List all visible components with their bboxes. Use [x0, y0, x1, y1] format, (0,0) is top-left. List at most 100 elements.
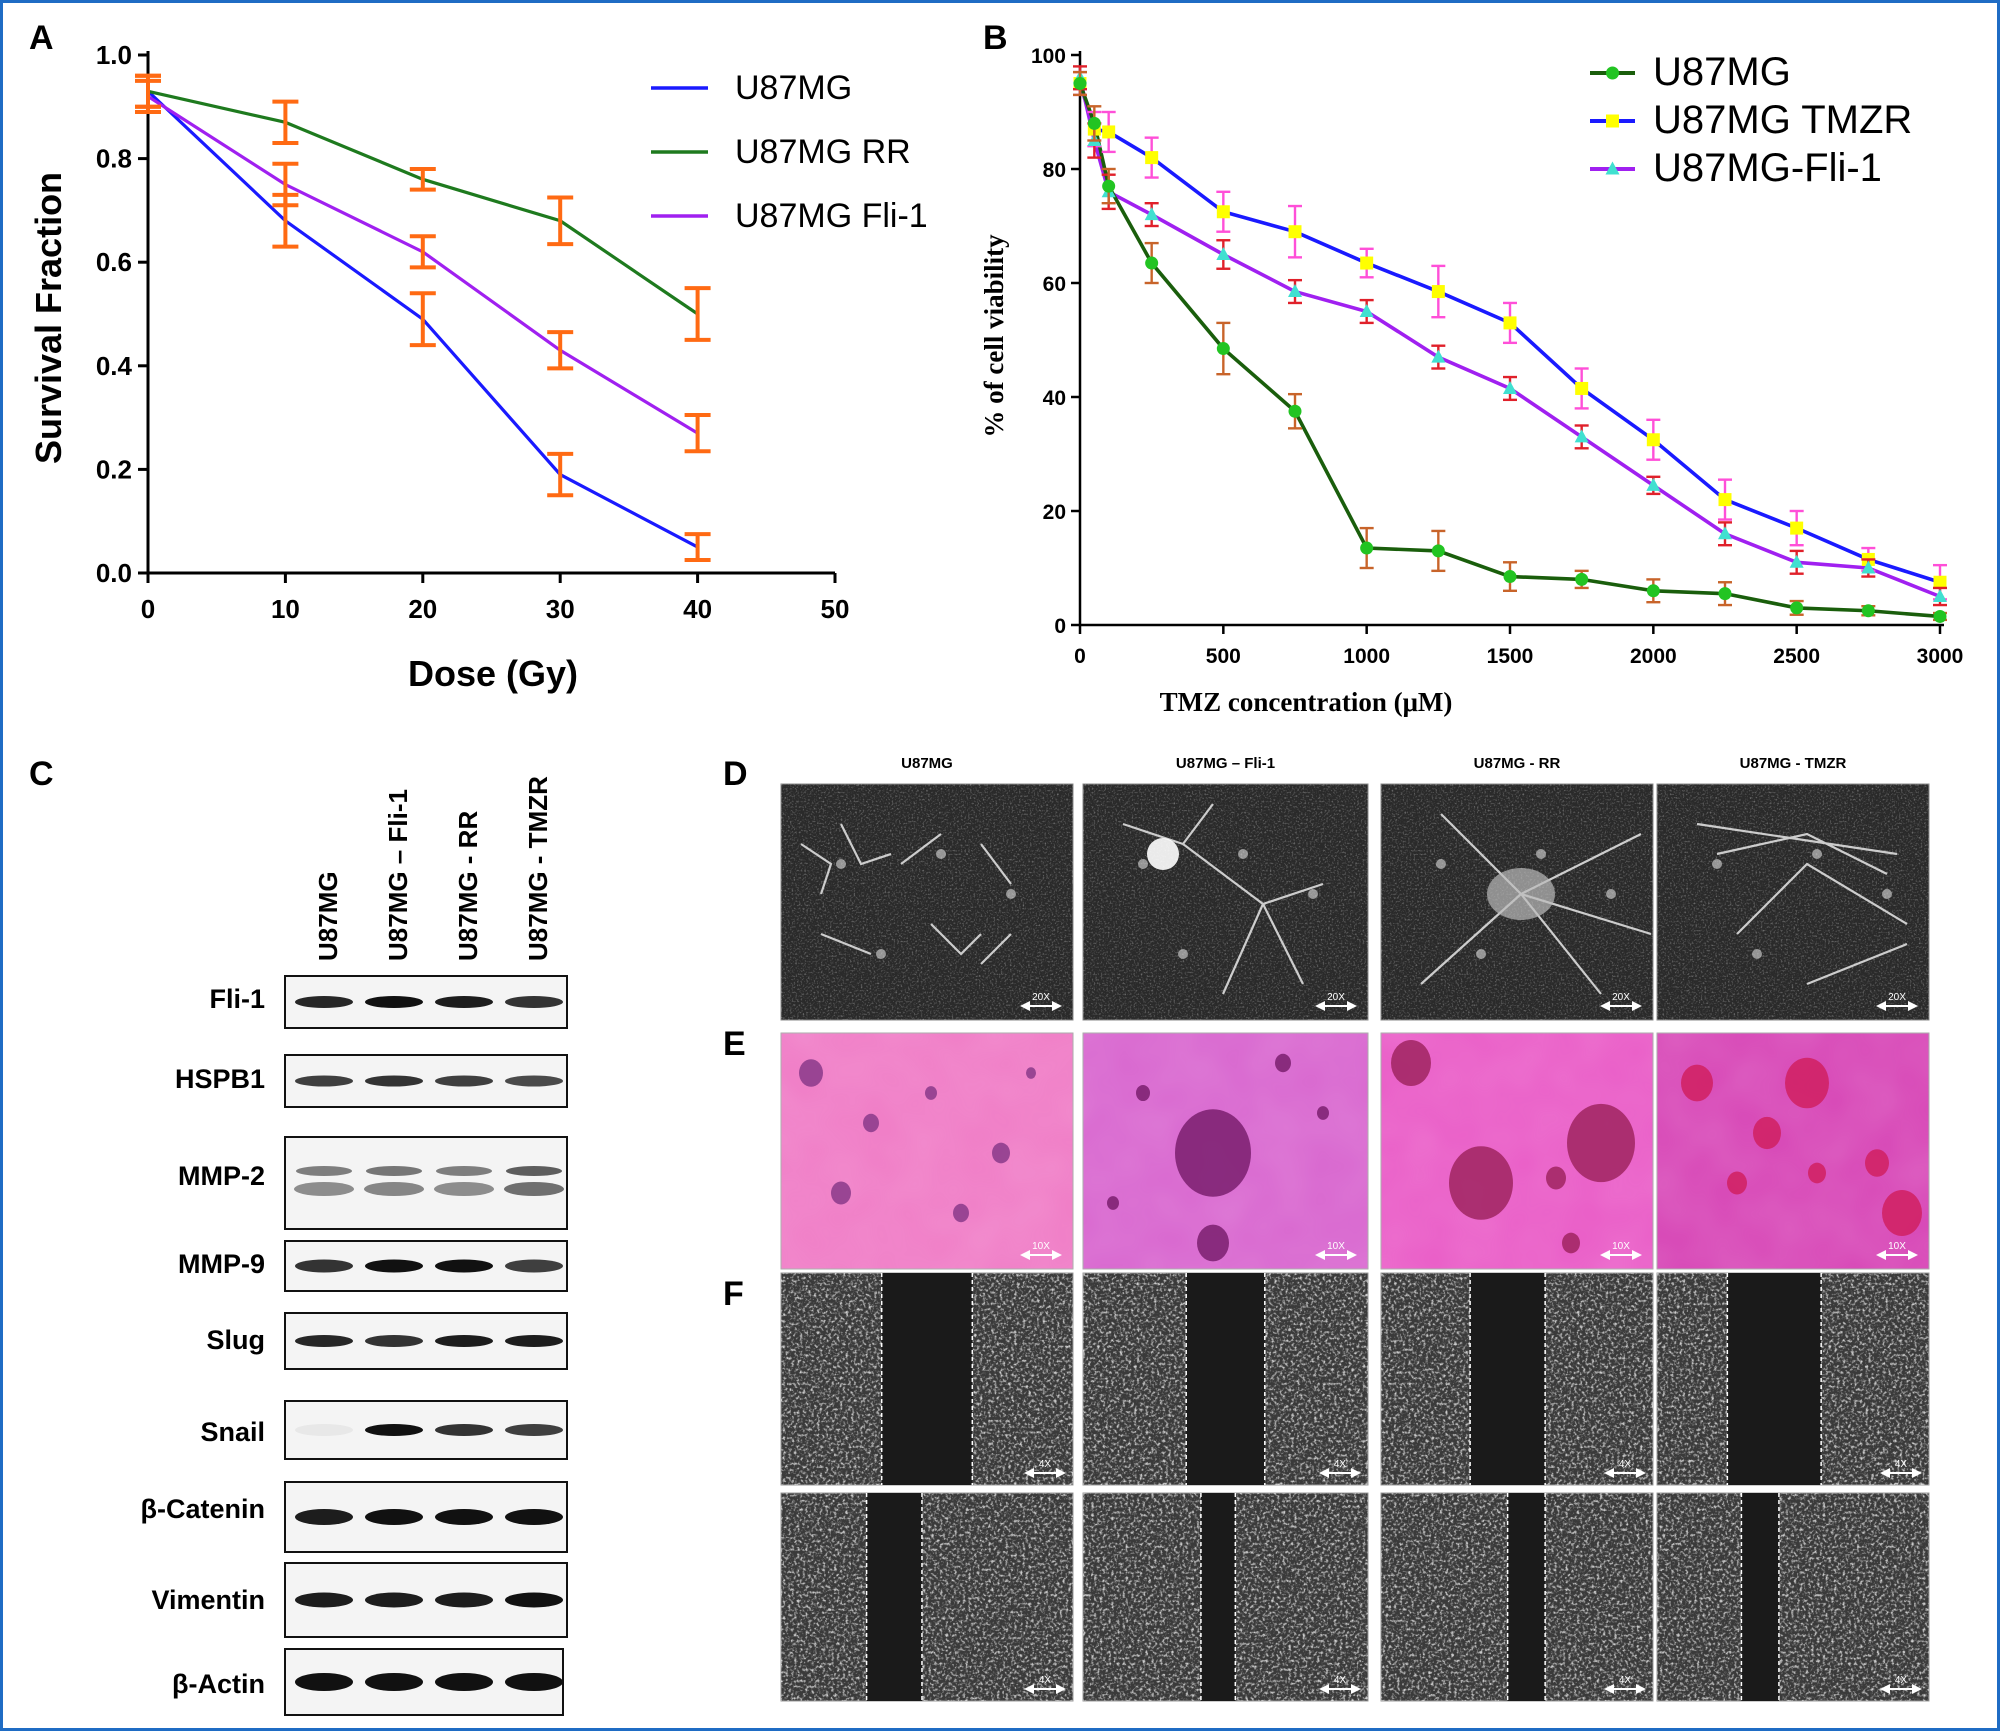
panel-b-x-tick-label: 500 [1206, 645, 1241, 668]
panel-e-colony [831, 1181, 851, 1205]
panel-c-band [435, 1424, 493, 1436]
panel-b-data-point [1789, 599, 1804, 616]
panel-c-band [436, 1166, 492, 1176]
panel-f-image-r0-c2: 4X [1380, 1272, 1654, 1486]
panel-b-data-point [1646, 418, 1661, 461]
panel-c-band [365, 1075, 423, 1087]
panel-e-colony [1449, 1146, 1513, 1220]
panel-e-colony [1567, 1103, 1635, 1183]
panel-a-legend: U87MG U87MG RR U87MG Fli-1 [651, 69, 928, 235]
panel-b-data-point [1431, 529, 1446, 573]
panel-f-image-r1-c1: 4X [1082, 1492, 1369, 1702]
panel-b-marker [1861, 604, 1875, 618]
panel-d-cell-body [1147, 838, 1179, 870]
panel-c-blot-row: Vimentin [151, 1562, 568, 1638]
panel-e-colony [1681, 1064, 1713, 1102]
panel-f-magnification-label: 4X [1039, 1459, 1052, 1470]
panel-e-colony [1753, 1116, 1781, 1150]
panel-b-x-axis-title: TMZ concentration (μM) [1160, 687, 1453, 717]
panel-e-image-3: 10X [1656, 1032, 1930, 1270]
panel-c-band [365, 1673, 423, 1691]
panel-b-data-point [1933, 609, 1947, 623]
panel-a-y-tick-label: 0.2 [96, 454, 132, 484]
panel-f-magnification-label: 4X [1039, 1675, 1052, 1686]
panel-c-band [435, 996, 493, 1008]
panel-b-data-point [1144, 136, 1159, 179]
panel-b-marker [1646, 433, 1660, 447]
panel-a-legend-label-1: U87MG RR [735, 133, 911, 171]
panel-f-image-texture [781, 1493, 1073, 1701]
panel-d-cell-dot [936, 849, 946, 859]
panel-c-band [295, 1424, 353, 1436]
panel-c-band [505, 1509, 563, 1525]
panel-b-data-point [1718, 521, 1732, 547]
panel-c-protein-label-1: HSPB1 [175, 1064, 265, 1094]
panel-a-series-line-1 [147, 89, 699, 316]
panel-b-marker [1574, 429, 1589, 443]
panel-a-letter: A [29, 19, 54, 57]
panel-e-colony [1865, 1149, 1889, 1177]
panel-d-image-texture [781, 784, 1073, 1020]
panel-b-data-point [1574, 569, 1589, 590]
panel-b-marker [1575, 381, 1589, 395]
panel-d-image-1: 20X [1082, 783, 1369, 1021]
panel-b-marker [1431, 285, 1445, 299]
panel-f-magnification-label: 4X [1334, 1675, 1347, 1686]
panel-b-y-axis-title: % of cell viability [979, 234, 1009, 438]
figure-canvas: A 0 10 20 30 40 50 0.0 0.2 0.4 0.6 0.8 1.0 Dose (Gy… [28, 19, 1963, 1716]
panel-b-data-point [1718, 478, 1732, 521]
panel-e-colony [1562, 1232, 1580, 1254]
panel-d-column-titles: U87MG U87MG – Fli-1 U87MG - RR U87MG - TMZR [901, 755, 1846, 772]
panel-c-protein-label-2: MMP-2 [178, 1161, 265, 1191]
panel-f-image-r1-c2: 4X [1380, 1492, 1654, 1702]
panel-d-column-title-2: U87MG - RR [1474, 755, 1561, 772]
panel-a-error-bar [409, 291, 436, 348]
panel-e-colony [1317, 1106, 1329, 1120]
panel-b-marker [1718, 587, 1732, 601]
panel-b-data-point [1288, 392, 1302, 430]
panel-c-blot-row: β-Actin [172, 1648, 564, 1716]
panel-b-marker [1144, 207, 1159, 221]
panel-f-image-texture [1657, 1493, 1929, 1701]
panel-b-data-point [1359, 298, 1374, 325]
panel-c-letter: C [29, 755, 54, 793]
panel-a-x-tick-label: 40 [683, 594, 712, 624]
panel-c-band [505, 1673, 563, 1691]
panel-c-protein-label-6: β-Catenin [141, 1494, 265, 1524]
panel-c-band [295, 1075, 353, 1087]
panel-b-data-point [1646, 475, 1661, 496]
panel-e-magnification-label: 10X [1032, 1241, 1050, 1252]
panel-b-data-point [1144, 201, 1159, 228]
panel-c-protein-label-8: β-Actin [172, 1669, 265, 1699]
panel-c-blot-row: MMP-9 [178, 1240, 568, 1292]
panel-a-survival-chart: A 0 10 20 30 40 50 0.0 0.2 0.4 0.6 0.8 1.0 Dose (Gy… [28, 19, 928, 694]
panel-d-image-2: 20X [1380, 783, 1654, 1021]
panel-a-error-bar [409, 166, 436, 192]
panel-c-lane-label-0: U87MG [313, 871, 343, 961]
panel-c-band [366, 1166, 422, 1176]
panel-c-band [505, 1592, 563, 1608]
panel-c-blot-row: HSPB1 [175, 1054, 568, 1108]
panel-a-y-axis-title: Survival Fraction [28, 172, 69, 464]
panel-b-data-point [1101, 167, 1116, 205]
panel-b-data-point [1216, 190, 1231, 233]
panel-b-marker [1718, 493, 1732, 507]
panel-a-y-tick-label: 1.0 [96, 40, 132, 70]
panel-c-blot-strips: Fli-1 HSPB1 MMP-2 MMP-9 Slug Snail β-Catenin Vi… [141, 975, 568, 1716]
panel-f-magnification-label: 4X [1895, 1675, 1908, 1686]
panel-c-band [434, 1182, 494, 1196]
panel-e-colony [1197, 1224, 1229, 1262]
panel-d-cell-dot [1882, 889, 1892, 899]
panel-b-y-tick-label: 20 [1043, 501, 1066, 524]
panel-c-band [505, 1259, 563, 1273]
panel-d-cell-dot [1712, 859, 1722, 869]
panel-f-image-r0-c3: 4X [1656, 1272, 1930, 1486]
panel-c-lane-label-1: U87MG – Fli-1 [383, 789, 413, 961]
panel-c-protein-label-4: Slug [207, 1325, 266, 1355]
panel-b-marker [1087, 116, 1101, 130]
panel-b-x-tick-label: 1000 [1343, 645, 1390, 668]
panel-d-magnification-label: 20X [1888, 992, 1906, 1003]
panel-b-marker [1360, 541, 1374, 555]
panel-c-band [294, 1182, 354, 1196]
panel-e-colony [1175, 1109, 1251, 1197]
